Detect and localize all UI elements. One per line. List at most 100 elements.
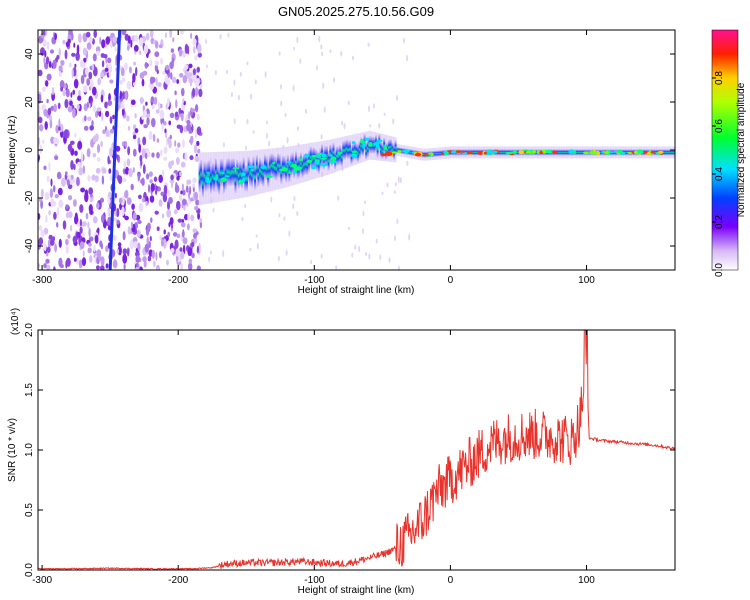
noise-speckle <box>132 134 137 140</box>
noise-speckle <box>82 221 87 227</box>
noise-speckle <box>151 249 155 259</box>
noise-speckle <box>362 210 365 217</box>
trace-blob <box>206 171 210 174</box>
noise-speckle <box>351 252 354 258</box>
noise-speckle <box>62 39 66 45</box>
noise-speckle <box>134 113 137 119</box>
x-tick-label: -200 <box>168 575 188 586</box>
noise-speckle <box>310 259 313 265</box>
noise-speckle <box>88 236 94 242</box>
noise-speckle <box>293 196 296 202</box>
noise-speckle <box>305 108 308 114</box>
noise-speckle <box>197 43 202 54</box>
trace-core <box>247 156 250 183</box>
snr-x-label: Height of straight line (km) <box>298 585 415 596</box>
noise-speckle <box>187 72 193 78</box>
trace-blob <box>242 178 246 183</box>
snr-y-ticks: 0.0 0.5 1.0 1.5 2.0 <box>24 323 675 577</box>
noise-speckle <box>149 30 154 38</box>
noise-speckle <box>168 140 172 149</box>
noise-speckle <box>73 42 76 48</box>
trace-core <box>667 149 670 156</box>
trace-core <box>254 164 257 190</box>
noise-speckle <box>151 117 156 128</box>
noise-speckle <box>166 209 172 218</box>
trace-blob <box>572 150 577 155</box>
noise-speckle <box>85 67 89 76</box>
trace-blob <box>272 161 276 165</box>
noise-speckle <box>194 191 199 201</box>
trace-blob <box>531 150 537 154</box>
noise-speckle <box>164 128 167 134</box>
noise-speckle <box>107 216 112 226</box>
noise-speckle <box>378 122 381 129</box>
trace-blob <box>220 178 227 181</box>
trace-blob <box>360 139 365 144</box>
noise-speckle <box>104 67 109 72</box>
noise-speckle <box>354 244 357 250</box>
noise-speckle <box>83 57 87 63</box>
spectrogram-x-label: Height of straight line (km) <box>298 285 415 296</box>
noise-speckle <box>95 175 99 183</box>
noise-speckle <box>93 104 96 113</box>
noise-speckle <box>81 151 84 162</box>
trace-blob <box>330 160 337 164</box>
noise-speckle <box>96 202 100 210</box>
noise-speckle <box>143 260 147 268</box>
noise-speckle <box>280 84 282 90</box>
main-trace <box>198 130 675 206</box>
noise-speckle <box>78 259 83 268</box>
trace-core <box>437 150 440 157</box>
noise-speckle <box>250 93 253 101</box>
noise-speckle <box>80 74 85 85</box>
noise-speckle <box>368 253 371 260</box>
trace-blob <box>422 154 430 157</box>
noise-speckle <box>278 213 281 218</box>
noise-speckle <box>172 232 178 237</box>
noise-speckle <box>91 64 95 71</box>
noise-speckle <box>246 61 249 66</box>
noise-speckle <box>369 124 372 128</box>
trace-core <box>218 167 221 195</box>
trace-blob <box>450 150 458 154</box>
trace-core <box>301 156 304 178</box>
noise-speckle <box>168 196 173 205</box>
trace-blob <box>362 143 366 148</box>
noise-speckle <box>91 174 96 181</box>
noise-speckle <box>144 152 148 159</box>
noise-speckle <box>375 238 378 244</box>
noise-speckle <box>42 86 46 92</box>
trace-blob <box>286 161 292 164</box>
noise-speckle <box>358 245 361 253</box>
noise-speckle <box>124 190 129 199</box>
noise-speckle <box>127 146 130 156</box>
noise-speckle <box>69 140 75 145</box>
noise-speckle <box>67 143 73 152</box>
noise-speckle <box>47 107 52 116</box>
snr-plot-area <box>38 330 675 570</box>
noise-speckle <box>53 211 57 220</box>
snr-y-multiplier: (x10⁴) <box>10 308 21 335</box>
trace-core <box>236 159 239 186</box>
noise-speckle <box>394 235 396 242</box>
trace-core <box>200 160 203 189</box>
noise-speckle <box>54 155 58 160</box>
noise-speckle <box>116 154 119 161</box>
noise-speckle <box>90 100 93 108</box>
noise-speckle <box>105 245 109 252</box>
trace-blob <box>311 154 317 158</box>
noise-speckle <box>119 90 123 100</box>
noise-speckle <box>170 72 173 80</box>
trace-blob <box>650 151 655 154</box>
noise-speckle <box>196 66 200 73</box>
trace-core <box>267 162 270 187</box>
noise-speckle <box>53 266 56 270</box>
trace-core <box>295 151 297 174</box>
noise-speckle <box>397 176 400 184</box>
noise-speckle <box>163 238 167 249</box>
noise-speckle <box>151 152 155 158</box>
noise-speckle <box>109 79 114 84</box>
noise-speckle <box>114 192 117 199</box>
noise-speckle <box>70 224 73 232</box>
noise-speckle <box>76 231 81 239</box>
